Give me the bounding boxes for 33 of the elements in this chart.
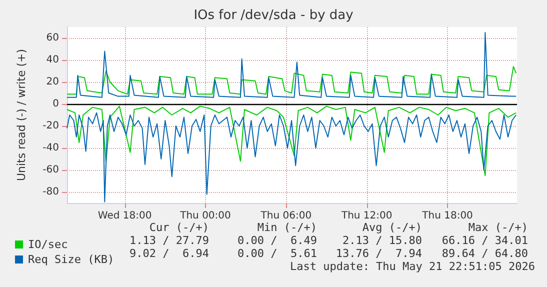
text: Last update: Thu May 21 22:51:05 2026 <box>290 260 536 273</box>
y-tick-label: 0 <box>52 98 59 110</box>
x-tick-label: Thu 00:00 <box>179 210 231 222</box>
y-tick-label: 60 <box>46 32 59 44</box>
y-tick-label: -60 <box>42 164 59 176</box>
x-tick-label: Wed 18:00 <box>98 210 152 222</box>
x-tick-label: Thu 18:00 <box>421 210 473 222</box>
x-tick-label: Thu 06:00 <box>260 210 312 222</box>
legend-label: Req Size (KB) <box>28 253 114 266</box>
y-tick-label: -80 <box>42 186 59 198</box>
y-tick-label: -40 <box>42 142 59 154</box>
text: Avg (-/+) <box>362 221 422 234</box>
line-series <box>66 106 517 176</box>
text: Max (-/+) <box>468 221 528 234</box>
y-tick-label: -20 <box>42 120 59 132</box>
text: 89.64 / 64.80 <box>442 247 528 260</box>
y-axis-title: Units read (-) / write (+) <box>15 48 28 182</box>
text: 1.13 / 27.79 <box>130 234 210 247</box>
chart-title: IOs for /dev/sda - by day <box>194 8 354 23</box>
text: 9.02 / 6.94 <box>130 247 210 260</box>
text: 2.13 / 15.80 <box>342 234 422 247</box>
legend-label: IO/sec <box>28 238 68 251</box>
y-tick-label: 20 <box>46 76 59 88</box>
text: 66.16 / 34.01 <box>442 234 528 247</box>
x-tick-label: Thu 12:00 <box>340 210 392 222</box>
y-tick-label: 40 <box>46 54 59 66</box>
line-series <box>66 66 517 95</box>
line-series <box>66 32 517 98</box>
text: Min (-/+) <box>257 221 318 234</box>
text: 0.00 / 6.49 <box>238 234 318 247</box>
text: 0.00 / 5.61 <box>238 247 318 260</box>
text: Cur (-/+) <box>149 221 210 234</box>
text: 13.76 / 7.94 <box>336 247 422 260</box>
